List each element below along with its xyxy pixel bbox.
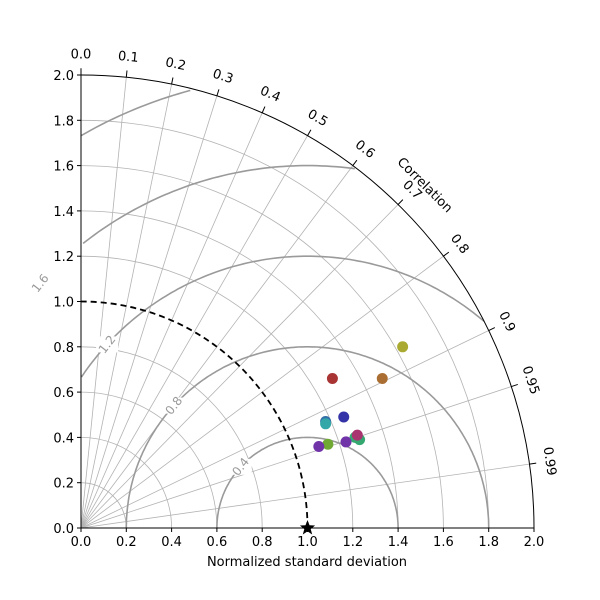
x-tick-label: 0.6 xyxy=(207,535,228,550)
x-tick-label: 1.8 xyxy=(478,535,499,550)
std-grid-arc xyxy=(80,391,218,529)
y-tick-label: 1.0 xyxy=(53,296,74,311)
correlation-tick-label: 0.99 xyxy=(540,446,559,477)
x-tick-label: 0.0 xyxy=(71,535,92,550)
point-layer xyxy=(299,341,409,535)
rms-label-bg xyxy=(229,458,252,475)
data-point xyxy=(340,436,352,448)
std-grid-arc xyxy=(80,165,444,529)
correlation-tick-label: 0.5 xyxy=(305,107,330,130)
rms-label-bg xyxy=(96,336,119,353)
correlation-tick-label: 0.95 xyxy=(519,364,542,396)
rms-contour-label: 1.6 xyxy=(29,271,52,295)
rms-contour xyxy=(82,164,355,245)
rms-contour xyxy=(216,436,399,528)
correlation-tick-label: 0.1 xyxy=(117,49,139,66)
x-tick-label: 0.4 xyxy=(161,535,182,550)
std-grid-arc xyxy=(80,210,399,529)
correlation-tick xyxy=(488,327,496,331)
data-point xyxy=(322,438,334,450)
rms-contour xyxy=(125,346,490,528)
rms-contour xyxy=(80,255,485,378)
correlation-tick xyxy=(443,251,450,257)
correlation-tick-label: 0.3 xyxy=(211,67,235,88)
correlation-tick xyxy=(352,159,358,166)
x-tick-label: 0.8 xyxy=(252,535,273,550)
rms-label-bg xyxy=(29,275,52,292)
y-tick-label: 1.8 xyxy=(53,114,74,129)
correlation-tick xyxy=(216,89,220,97)
correlation-tick xyxy=(171,77,174,85)
std-grid-arc xyxy=(80,346,263,529)
rms-label-bg xyxy=(162,397,185,414)
correlation-grid-line xyxy=(80,165,354,529)
correlation-tick xyxy=(261,106,266,114)
reference-std-arc xyxy=(80,300,309,529)
y-tick-label: 0.0 xyxy=(53,522,74,537)
x-tick-label: 1.2 xyxy=(342,535,363,550)
data-point xyxy=(313,440,325,452)
correlation-tick-label: 0.8 xyxy=(447,231,471,257)
x-tick-label: 1.0 xyxy=(297,535,318,550)
x-tick-label: 1.6 xyxy=(433,535,454,550)
frame-layer xyxy=(80,74,535,529)
grid-layer xyxy=(80,77,530,529)
correlation-tick xyxy=(125,70,128,78)
x-tick-label: 1.4 xyxy=(388,535,409,550)
correlation-grid-line xyxy=(80,135,308,529)
y-tick-label: 0.6 xyxy=(53,386,74,401)
x-axis-label: Normalized standard deviation xyxy=(207,555,407,570)
std-grid-arc xyxy=(80,482,127,529)
reference-star-marker xyxy=(299,520,316,535)
data-point xyxy=(326,373,338,385)
y-tick-label: 0.2 xyxy=(53,477,74,492)
x-tick-label: 2.0 xyxy=(524,535,545,550)
data-point xyxy=(338,411,350,423)
correlation-grid-line xyxy=(80,95,218,529)
correlation-tick-label: 0.9 xyxy=(495,309,518,334)
correlation-tick-label: 0.6 xyxy=(352,137,378,161)
std-grid-arc xyxy=(80,119,490,529)
y-tick-label: 1.2 xyxy=(53,250,74,265)
correlation-tick-label: 0.2 xyxy=(164,55,187,74)
y-tick-label: 0.8 xyxy=(53,341,74,356)
data-point xyxy=(376,373,388,385)
rms-contour-layer: 0.40.81.21.62.0 xyxy=(29,89,490,528)
correlation-tick xyxy=(529,462,537,465)
data-point xyxy=(320,418,332,430)
rms-contour xyxy=(80,89,191,137)
correlation-tick xyxy=(511,383,518,388)
data-point xyxy=(397,341,409,353)
correlation-tick-label: 0.4 xyxy=(258,84,283,106)
outer-arc xyxy=(80,74,535,529)
correlation-tick xyxy=(397,199,404,205)
y-tick-label: 0.4 xyxy=(53,431,74,446)
correlation-tick-label: 0.0 xyxy=(71,48,92,63)
data-point xyxy=(351,429,363,441)
x-tick-label: 0.2 xyxy=(116,535,137,550)
y-tick-label: 1.4 xyxy=(53,205,74,220)
correlation-tick xyxy=(307,129,312,136)
y-tick-label: 2.0 xyxy=(53,69,74,84)
std-grid-arc xyxy=(80,255,354,529)
y-tick-label: 1.6 xyxy=(53,160,74,175)
